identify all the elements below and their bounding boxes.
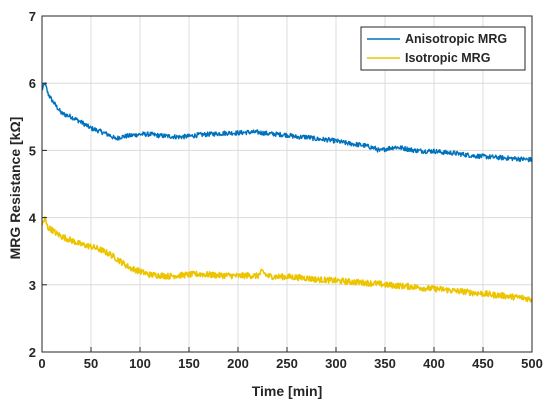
x-tick-label: 500 bbox=[521, 356, 543, 371]
legend-label-isotropic: Isotropic MRG bbox=[405, 51, 490, 65]
y-tick-label: 5 bbox=[29, 143, 36, 158]
x-tick-label: 50 bbox=[84, 356, 98, 371]
x-tick-label: 350 bbox=[374, 356, 396, 371]
y-tick-label: 4 bbox=[29, 211, 37, 226]
legend: Anisotropic MRG Isotropic MRG bbox=[360, 26, 526, 71]
axis-ticks: 0 50 100 150 200 250 300 350 400 450 500 2 3 4 5 6 7 bbox=[29, 9, 543, 371]
legend-box bbox=[360, 26, 526, 71]
y-axis-label: MRG Resistance [kΩ] bbox=[7, 117, 23, 260]
series-group bbox=[41, 82, 533, 303]
x-tick-label: 300 bbox=[325, 356, 347, 371]
x-tick-label: 100 bbox=[129, 356, 151, 371]
y-tick-label: 6 bbox=[29, 76, 36, 91]
x-tick-label: 450 bbox=[472, 356, 494, 371]
legend-label-anisotropic: Anisotropic MRG bbox=[405, 32, 507, 46]
x-tick-label: 400 bbox=[423, 356, 445, 371]
x-axis-label: Time [min] bbox=[252, 383, 323, 399]
series-line-isotropic bbox=[41, 216, 533, 303]
y-tick-label: 3 bbox=[29, 278, 36, 293]
x-tick-label: 200 bbox=[227, 356, 249, 371]
series-line-anisotropic bbox=[41, 82, 533, 163]
x-tick-label: 150 bbox=[178, 356, 200, 371]
x-tick-label: 250 bbox=[276, 356, 298, 371]
y-tick-label: 7 bbox=[29, 9, 36, 24]
x-tick-label: 0 bbox=[38, 356, 45, 371]
y-tick-label: 2 bbox=[29, 345, 36, 360]
